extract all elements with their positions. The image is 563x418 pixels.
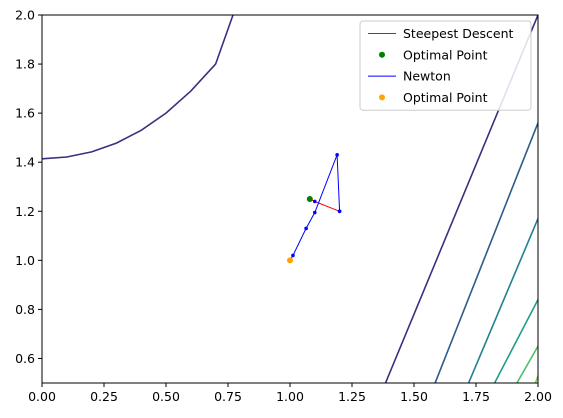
optimal-point-marker-1: [306, 196, 313, 202]
y-tick-label: 0.8: [15, 302, 35, 317]
legend-optimal-point-swatch: [379, 94, 385, 101]
y-tick-label: 0.6: [15, 351, 35, 366]
x-tick-label: 1.75: [462, 389, 490, 404]
x-tick-label: 1.25: [338, 389, 366, 404]
legend: Steepest Descent Optimal Point Newton Optim…: [359, 20, 532, 111]
legend-box: [359, 20, 532, 111]
legend-newton-label: Newton: [403, 69, 451, 84]
contour-line-6: [516, 345, 538, 383]
legend-optimal-point-swatch: [379, 51, 385, 58]
y-tick-label: 1.4: [15, 155, 35, 170]
contour-line-5: [493, 299, 538, 383]
newton-point-5: [291, 253, 295, 258]
x-tick-label: 2.00: [524, 389, 552, 404]
legend-optimal-point-label: Optimal Point: [403, 90, 488, 105]
legend-optimal-point-label: Optimal Point: [403, 47, 488, 62]
legend-steepest-descent-label: Steepest Descent: [403, 26, 514, 41]
y-tick-label: 1.2: [15, 204, 35, 219]
y-axis: 0.6 0.8 1.0 1.2 1.4 1.6 1.8 2.0: [15, 8, 42, 366]
y-tick-label: 1.8: [15, 57, 35, 72]
newton-point-4: [304, 226, 308, 231]
optimization-paths: [287, 153, 342, 264]
x-tick-label: 1.50: [400, 389, 428, 404]
x-tick-label: 0.75: [214, 389, 242, 404]
x-tick-label: 1.00: [276, 389, 304, 404]
x-tick-label: 0.50: [152, 389, 180, 404]
optimal-point-marker-2: [287, 257, 293, 264]
newton-point-3: [313, 210, 317, 215]
y-tick-label: 1.0: [15, 253, 35, 268]
contour-line-1: [42, 15, 234, 160]
steepest-descent-point-2: [313, 199, 317, 204]
newton-point-2: [335, 153, 339, 157]
x-tick-label: 0.00: [28, 389, 56, 404]
y-tick-label: 1.6: [15, 106, 35, 121]
newton-point-1: [337, 209, 342, 214]
x-axis: 0.00 0.25 0.50 0.75 1.00 1.25 1.50 1.75 2.00: [28, 383, 552, 404]
contour-line-4: [467, 218, 538, 383]
x-tick-label: 0.25: [90, 389, 118, 404]
y-tick-label: 2.0: [15, 8, 35, 23]
contour-line-3: [434, 122, 538, 383]
